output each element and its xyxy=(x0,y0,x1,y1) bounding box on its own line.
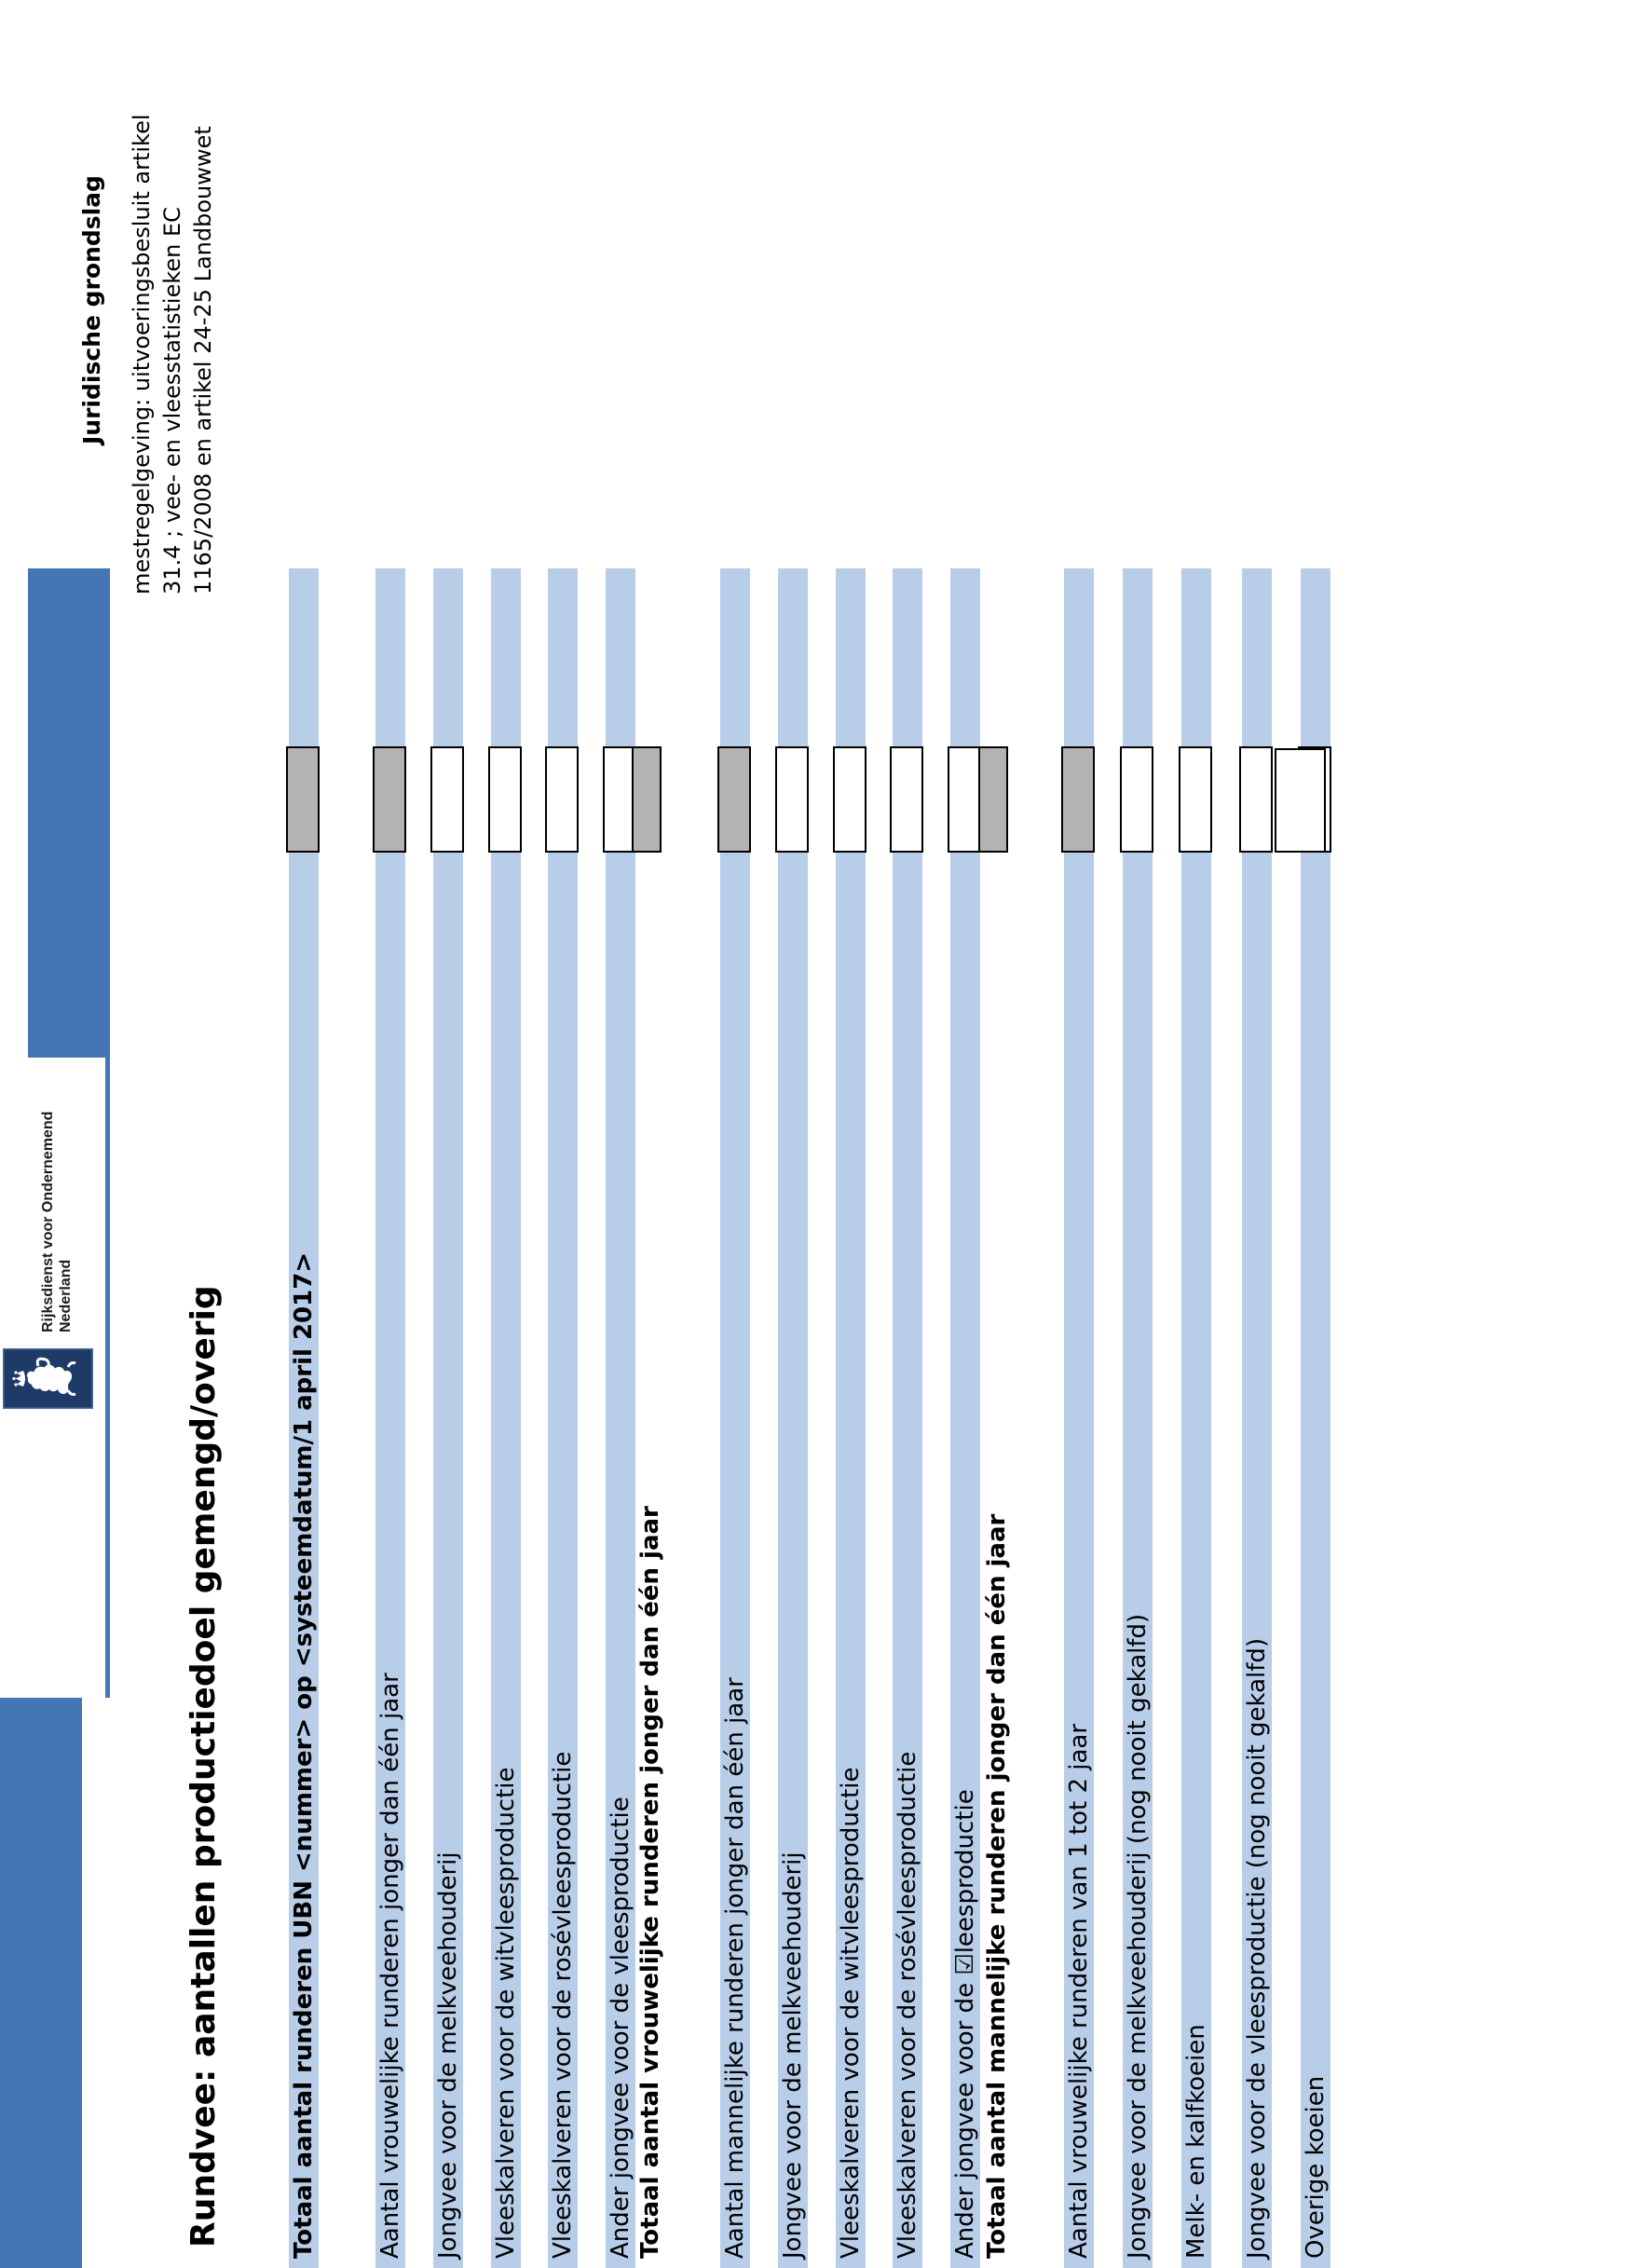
total-row-label: Totaal aantal vrouwelijke runderen jonge… xyxy=(636,1506,664,2259)
logo-org-line2: Nederland xyxy=(58,1259,74,1332)
row-label: Aantal vrouwelijke runderen jonger dan é… xyxy=(376,1673,404,2259)
readonly-total-field xyxy=(632,746,662,853)
row-label: Aantal vrouwelijke runderen van 1 tot 2 … xyxy=(1065,1723,1093,2259)
rijksoverheid-bar-connector-line xyxy=(105,1058,110,1698)
input-field[interactable] xyxy=(1179,746,1212,853)
row-label: Overige koeien xyxy=(1302,2075,1330,2259)
logo-organization-name: Rijksdienst voor Ondernemend Nederland xyxy=(39,1112,75,1332)
input-field[interactable] xyxy=(775,746,809,853)
row-label: Aantal mannelijke runderen jonger dan éé… xyxy=(721,1677,749,2259)
input-field[interactable] xyxy=(890,746,923,853)
readonly-total-field xyxy=(373,746,406,853)
input-field[interactable] xyxy=(1239,746,1273,853)
row-label: Vleeskalveren voor de rosévleesproductie xyxy=(549,1751,577,2259)
legal-basis-line: mestregelgeving: uitvoeringsbesluit arti… xyxy=(129,114,155,594)
input-field[interactable] xyxy=(545,746,579,853)
row-label: Vleeskalveren voor de rosévleesproductie xyxy=(894,1751,921,2259)
input-field[interactable] xyxy=(948,746,981,853)
row-label: Jongvee voor de melkveehouderij (nog noo… xyxy=(1124,1613,1152,2259)
input-field[interactable] xyxy=(430,746,464,853)
row-label: Jongvee voor de melkveehouderij xyxy=(434,1851,462,2259)
input-field[interactable] xyxy=(1120,746,1153,853)
readonly-total-field xyxy=(978,746,1008,853)
row-label: Vleeskalveren voor de witvleesproductie xyxy=(837,1767,865,2259)
readonly-total-field xyxy=(286,746,320,853)
row-label: Ander jongvee voor de ☑leesproductie xyxy=(951,1789,979,2259)
page-title: Rundvee: aantallen productiedoel gemengd… xyxy=(184,1285,223,2248)
rijksoverheid-bar-left-segment xyxy=(0,1698,82,2268)
logo-org-line1: Rijksdienst voor Ondernemend xyxy=(40,1111,56,1332)
total-row-label: Totaal aantal runderen UBN <nummer> op <… xyxy=(290,1251,318,2259)
legal-basis-heading: Juridische grondslag xyxy=(78,175,105,444)
row-label: Melk- en kalfkoeien xyxy=(1182,2024,1210,2259)
rijksoverheid-bar-right-segment xyxy=(28,568,110,1058)
readonly-total-field xyxy=(717,746,751,853)
readonly-total-field xyxy=(1061,746,1095,853)
input-field-overlay[interactable] xyxy=(1275,748,1326,853)
coat-of-arms-icon xyxy=(1,1346,95,1411)
legal-basis-line: 1165/2008 en artikel 24-25 Landbouwwet xyxy=(190,126,216,594)
input-field[interactable] xyxy=(833,746,866,853)
row-label: Jongvee voor de vleesproductie (nog nooi… xyxy=(1243,1637,1271,2259)
legal-basis-text: mestregelgeving: uitvoeringsbesluit arti… xyxy=(127,114,219,594)
legal-basis-line: 31.4 ; vee- en vleesstatistieken EC xyxy=(159,207,185,594)
row-label: Vleeskalveren voor de witvleesproductie xyxy=(492,1767,520,2259)
row-label: Jongvee voor de melkveehouderij xyxy=(779,1851,807,2259)
total-row-label: Totaal aantal mannelijke runderen jonger… xyxy=(983,1513,1011,2259)
row-label: Ander jongvee voor de vleesproductie xyxy=(607,1797,634,2259)
input-field[interactable] xyxy=(488,746,522,853)
